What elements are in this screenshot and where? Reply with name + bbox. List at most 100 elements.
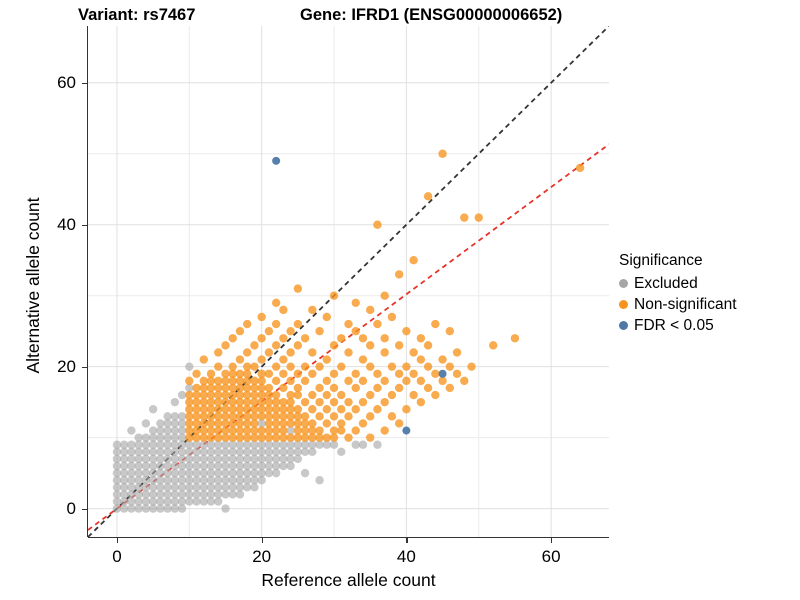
- data-point: [315, 397, 324, 407]
- data-point: [257, 376, 266, 386]
- data-point: [214, 397, 223, 407]
- data-point: [221, 341, 230, 350]
- data-point: [402, 376, 411, 386]
- series-fdr-0-05: [272, 156, 447, 435]
- data-point: [315, 426, 324, 435]
- data-point: [214, 426, 223, 435]
- data-point: [271, 341, 281, 350]
- data-point: [250, 440, 259, 449]
- data-point: [445, 362, 455, 371]
- data-point: [308, 440, 317, 449]
- data-point: [380, 376, 389, 386]
- data-point: [402, 405, 411, 414]
- data-point: [271, 433, 281, 442]
- data-point: [148, 461, 158, 471]
- data-point: [467, 362, 476, 371]
- data-point: [170, 454, 180, 464]
- data-point: [163, 476, 172, 485]
- data-point: [250, 454, 259, 464]
- data-point: [206, 468, 216, 478]
- data-point: [344, 319, 353, 329]
- data-point: [373, 319, 382, 329]
- data-point: [510, 334, 520, 343]
- data-point: [206, 433, 216, 442]
- data-point: [460, 376, 469, 386]
- data-point: [460, 213, 469, 222]
- data-point: [250, 483, 259, 492]
- data-point: [127, 497, 136, 506]
- data-point: [228, 397, 237, 407]
- data-point: [242, 483, 252, 492]
- data-point: [228, 476, 237, 485]
- data-point: [148, 447, 158, 457]
- data-point: [264, 447, 274, 457]
- data-point: [206, 497, 216, 506]
- data-point: [221, 383, 230, 393]
- data-point: [192, 447, 201, 457]
- legend-item-non-significant[interactable]: Non-significant: [619, 294, 797, 315]
- data-point: [293, 341, 303, 350]
- data-point: [242, 447, 252, 457]
- series-excluded: [112, 362, 382, 513]
- data-point: [402, 362, 411, 371]
- data-point: [286, 405, 295, 414]
- data-point: [257, 476, 266, 485]
- data-point: [279, 447, 288, 457]
- data-point: [308, 348, 317, 357]
- data-point: [206, 454, 216, 464]
- data-point: [134, 454, 143, 464]
- data-point: [250, 426, 259, 435]
- data-point: [163, 490, 172, 499]
- y-tick-label: 20: [57, 356, 76, 376]
- data-point: [286, 412, 295, 421]
- data-point: [141, 419, 151, 428]
- data-point: [192, 468, 201, 478]
- data-point: [192, 497, 201, 506]
- data-point: [257, 405, 266, 414]
- data-point: [337, 405, 346, 414]
- data-point: [163, 433, 172, 442]
- data-point: [119, 476, 129, 485]
- data-point: [329, 412, 339, 421]
- data-point: [185, 476, 194, 485]
- data-point: [351, 298, 360, 307]
- data-point: [163, 497, 172, 506]
- data-point: [293, 412, 303, 421]
- data-point: [170, 433, 180, 442]
- data-point: [257, 447, 266, 457]
- data-point: [257, 383, 266, 393]
- data-point: [170, 497, 180, 506]
- data-point: [112, 440, 122, 449]
- data-point: [242, 433, 252, 442]
- data-point: [322, 390, 331, 400]
- data-point: [423, 362, 433, 371]
- legend-item-fdr-0-05[interactable]: FDR < 0.05: [619, 315, 797, 336]
- data-point: [206, 483, 216, 492]
- data-point: [199, 490, 208, 499]
- data-point: [358, 376, 368, 386]
- data-point: [271, 440, 281, 449]
- data-point: [387, 390, 397, 400]
- data-point: [156, 426, 165, 435]
- data-point: [250, 341, 259, 350]
- data-point: [156, 483, 165, 492]
- data-point: [250, 376, 259, 386]
- data-point: [271, 376, 281, 386]
- data-point: [141, 483, 151, 492]
- data-point: [221, 405, 230, 414]
- x-axis-title: Reference allele count: [261, 570, 436, 590]
- data-point: [489, 341, 498, 350]
- data-point: [214, 461, 223, 471]
- data-point: [185, 390, 194, 400]
- data-point: [199, 433, 208, 442]
- data-point: [235, 419, 245, 428]
- data-point: [185, 376, 194, 386]
- data-point: [119, 447, 129, 457]
- data-point: [264, 326, 274, 336]
- legend-item-excluded[interactable]: Excluded: [619, 273, 797, 294]
- data-point: [286, 390, 295, 400]
- data-point: [279, 461, 288, 471]
- data-point: [322, 433, 331, 442]
- data-point: [366, 390, 375, 400]
- chart-title-bar: Variant: rs7467 Gene: IFRD1 (ENSG0000000…: [0, 4, 800, 30]
